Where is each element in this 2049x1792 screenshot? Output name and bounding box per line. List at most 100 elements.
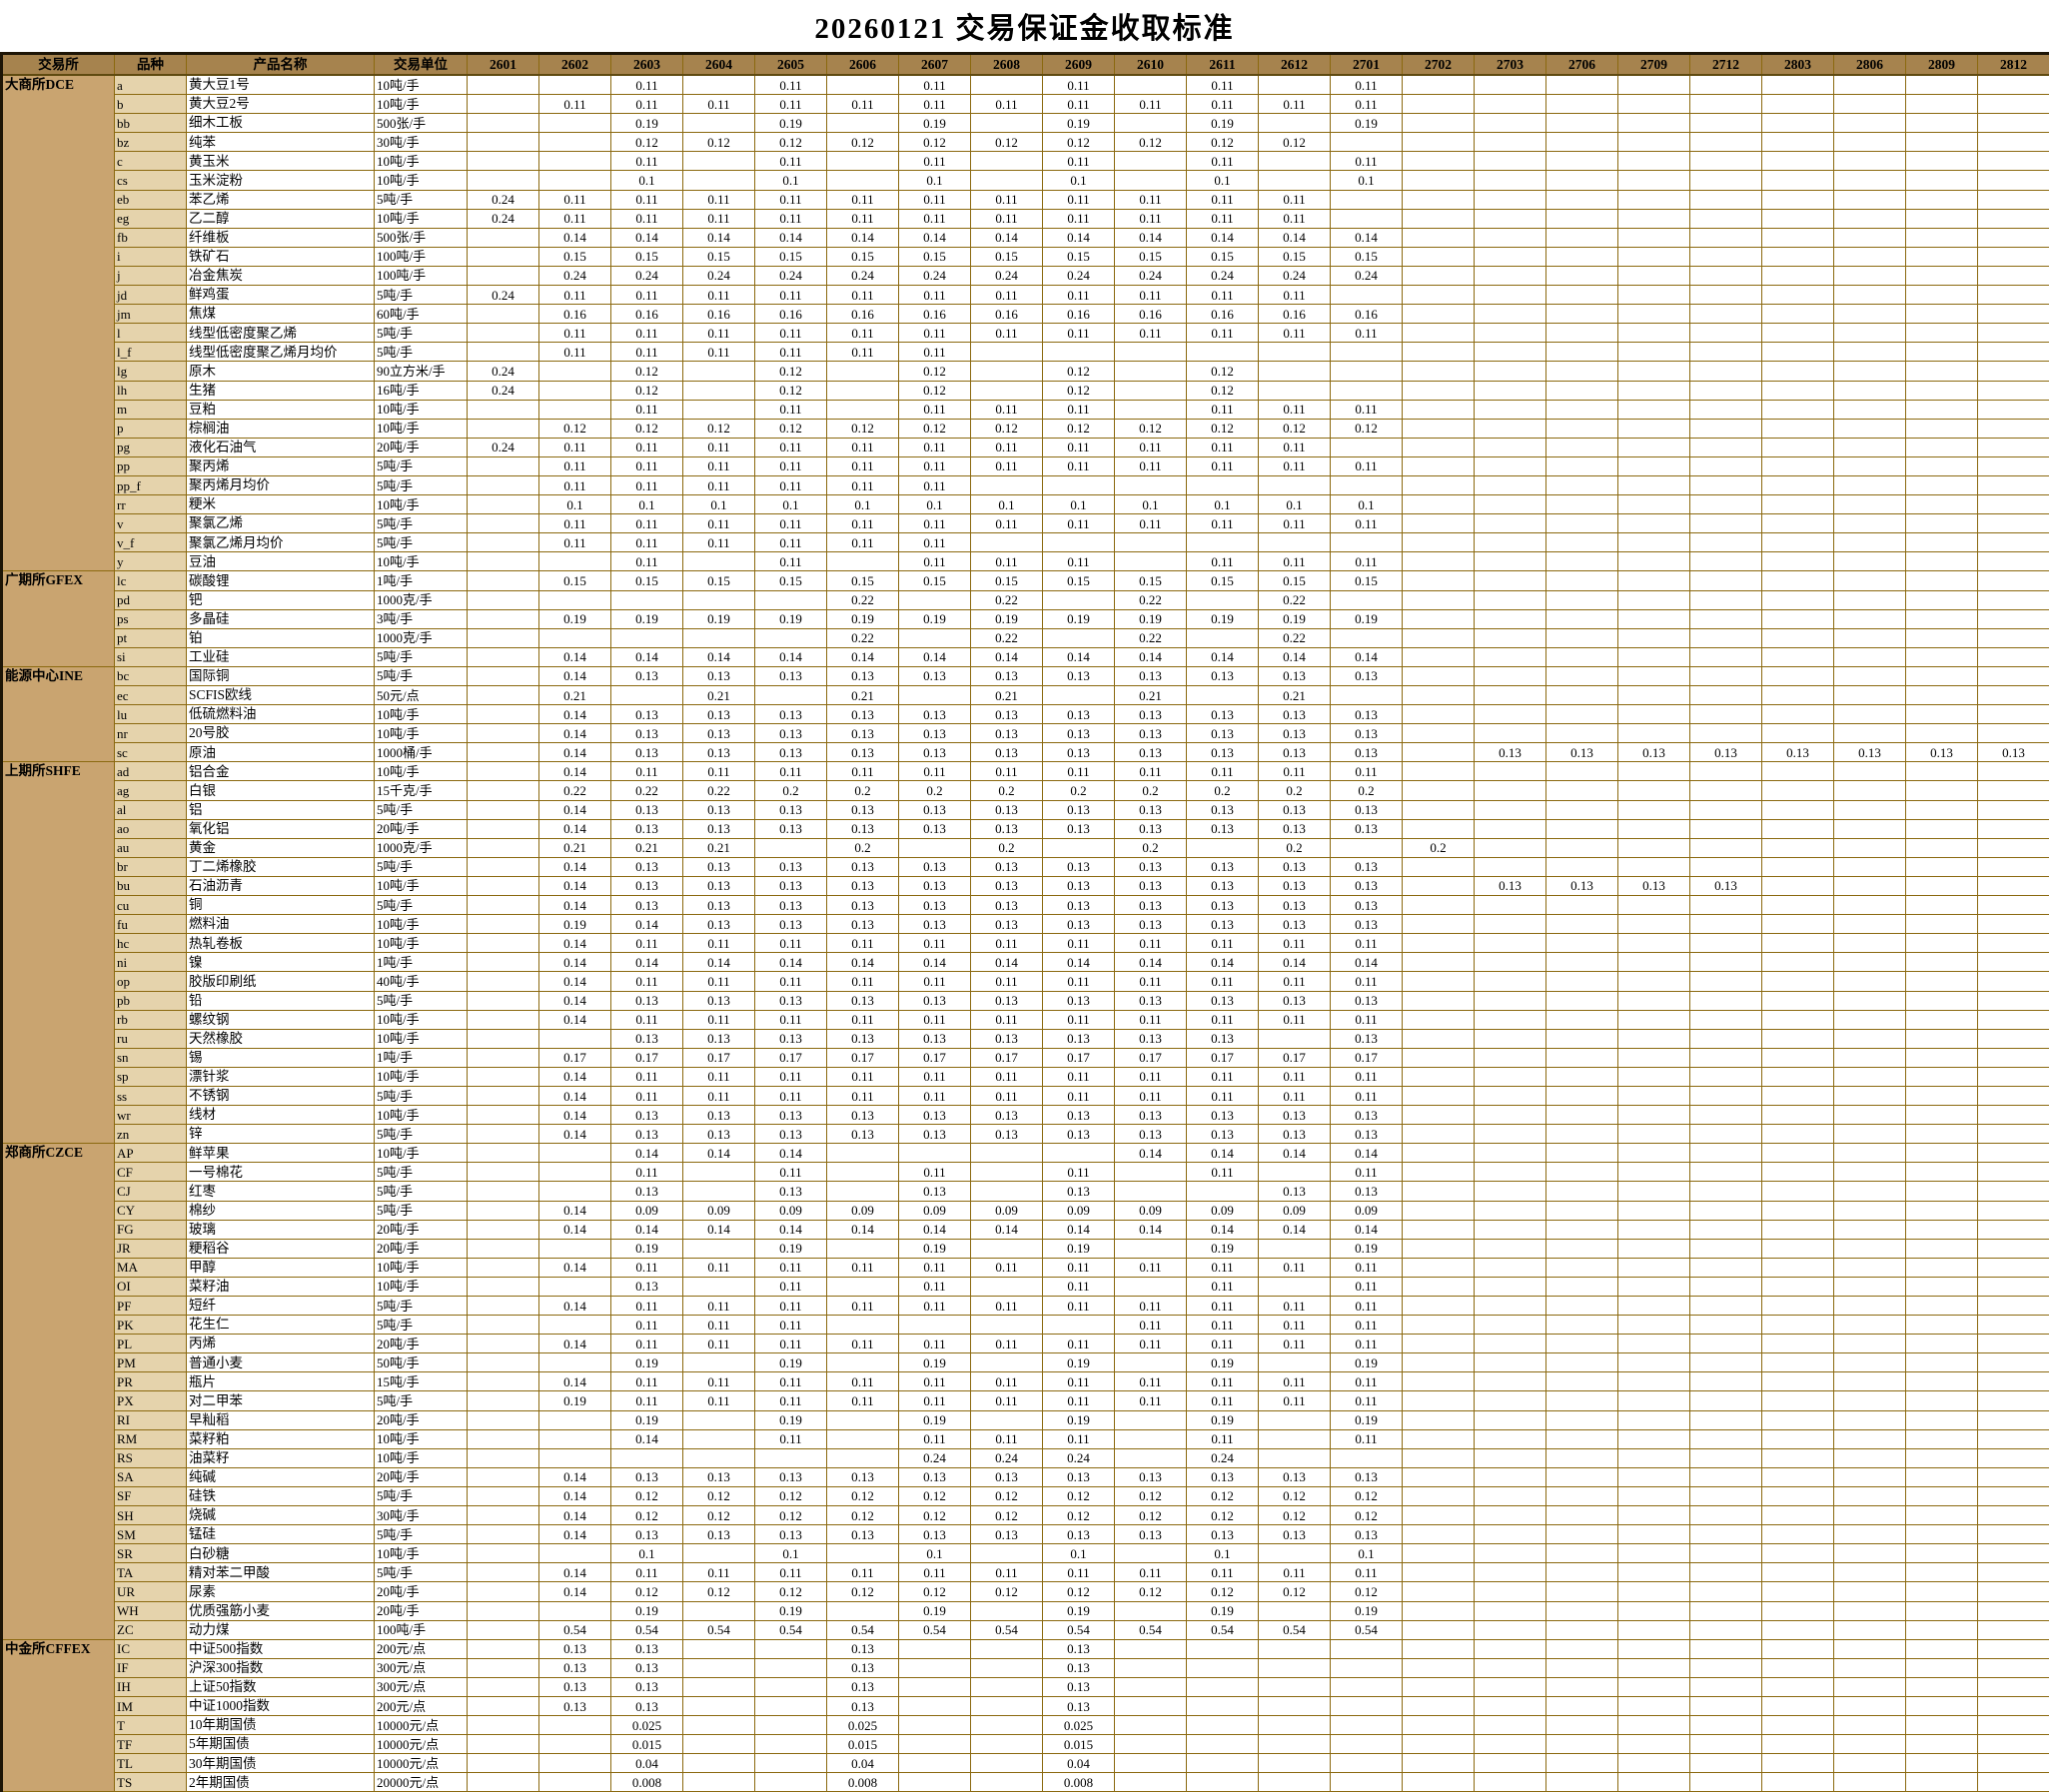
margin-cell-sp-2603[interactable]: 0.11 xyxy=(611,1067,683,1086)
margin-cell-RS-2610[interactable] xyxy=(1115,1448,1187,1467)
margin-cell-j-2601[interactable] xyxy=(468,266,539,285)
margin-cell-PM-2712[interactable] xyxy=(1690,1353,1762,1372)
margin-cell-SF-2709[interactable] xyxy=(1618,1486,1690,1505)
margin-cell-JR-2706[interactable] xyxy=(1546,1239,1618,1258)
margin-cell-RM-2601[interactable] xyxy=(468,1429,539,1448)
margin-cell-pg-2812[interactable] xyxy=(1978,438,2049,456)
margin-cell-rr-2603[interactable]: 0.1 xyxy=(611,495,683,514)
margin-cell-hc-2605[interactable]: 0.11 xyxy=(755,934,827,953)
margin-cell-c-2605[interactable]: 0.11 xyxy=(755,152,827,171)
margin-cell-SA-2611[interactable]: 0.13 xyxy=(1187,1467,1259,1486)
margin-cell-PK-2602[interactable] xyxy=(539,1316,611,1335)
margin-cell-UR-2812[interactable] xyxy=(1978,1582,2049,1601)
margin-cell-pp_f-2602[interactable]: 0.11 xyxy=(539,475,611,494)
variety-code-fu[interactable]: fu xyxy=(115,915,187,934)
variety-code-bc[interactable]: bc xyxy=(115,666,187,685)
margin-cell-bu-2706[interactable]: 0.13 xyxy=(1546,876,1618,895)
margin-cell-op-2604[interactable]: 0.11 xyxy=(683,972,755,991)
margin-cell-cs-2709[interactable] xyxy=(1618,171,1690,190)
margin-cell-bb-2603[interactable]: 0.19 xyxy=(611,114,683,133)
column-header-2608[interactable]: 2608 xyxy=(971,54,1043,76)
trade-unit-pg[interactable]: 20吨/手 xyxy=(375,438,468,456)
margin-cell-pb-2703[interactable] xyxy=(1475,991,1546,1010)
margin-cell-rb-2803[interactable] xyxy=(1762,1010,1834,1029)
margin-cell-eg-2611[interactable]: 0.11 xyxy=(1187,209,1259,228)
margin-cell-UR-2601[interactable] xyxy=(468,1582,539,1601)
margin-cell-fb-2812[interactable] xyxy=(1978,228,2049,247)
margin-cell-RI-2702[interactable] xyxy=(1403,1410,1475,1429)
margin-cell-lg-2612[interactable] xyxy=(1259,362,1331,381)
margin-cell-CJ-2809[interactable] xyxy=(1906,1182,1978,1201)
margin-cell-bz-2806[interactable] xyxy=(1834,133,1906,152)
margin-cell-eb-2605[interactable]: 0.11 xyxy=(755,190,827,209)
margin-cell-fu-2604[interactable]: 0.13 xyxy=(683,915,755,934)
margin-cell-ad-2609[interactable]: 0.11 xyxy=(1043,762,1115,781)
margin-cell-pp-2702[interactable] xyxy=(1403,456,1475,475)
margin-cell-ao-2612[interactable]: 0.13 xyxy=(1259,819,1331,838)
margin-cell-lg-2601[interactable]: 0.24 xyxy=(468,362,539,381)
margin-cell-PR-2601[interactable] xyxy=(468,1372,539,1391)
trade-unit-hc[interactable]: 10吨/手 xyxy=(375,934,468,953)
margin-cell-ni-2701[interactable]: 0.14 xyxy=(1331,953,1403,972)
variety-code-PX[interactable]: PX xyxy=(115,1391,187,1410)
margin-cell-MA-2701[interactable]: 0.11 xyxy=(1331,1258,1403,1277)
margin-cell-ni-2610[interactable]: 0.14 xyxy=(1115,953,1187,972)
margin-cell-sp-2703[interactable] xyxy=(1475,1067,1546,1086)
margin-cell-OI-2712[interactable] xyxy=(1690,1277,1762,1296)
margin-cell-pb-2607[interactable]: 0.13 xyxy=(899,991,971,1010)
margin-cell-jd-2612[interactable]: 0.11 xyxy=(1259,286,1331,305)
margin-cell-TA-2610[interactable]: 0.11 xyxy=(1115,1563,1187,1582)
margin-cell-CY-2607[interactable]: 0.09 xyxy=(899,1201,971,1220)
margin-cell-PL-2604[interactable]: 0.11 xyxy=(683,1335,755,1353)
margin-cell-IF-2812[interactable] xyxy=(1978,1658,2049,1677)
margin-cell-SH-2609[interactable]: 0.12 xyxy=(1043,1506,1115,1525)
margin-cell-IF-2606[interactable]: 0.13 xyxy=(827,1658,899,1677)
margin-cell-l-2702[interactable] xyxy=(1403,324,1475,343)
margin-cell-pt-2803[interactable] xyxy=(1762,628,1834,647)
margin-cell-rr-2706[interactable] xyxy=(1546,495,1618,514)
margin-cell-TA-2602[interactable]: 0.14 xyxy=(539,1563,611,1582)
margin-cell-JR-2611[interactable]: 0.19 xyxy=(1187,1239,1259,1258)
margin-cell-p-2806[interactable] xyxy=(1834,419,1906,438)
margin-cell-hc-2701[interactable]: 0.11 xyxy=(1331,934,1403,953)
margin-cell-ru-2706[interactable] xyxy=(1546,1029,1618,1048)
margin-cell-fb-2604[interactable]: 0.14 xyxy=(683,228,755,247)
margin-cell-i-2701[interactable]: 0.15 xyxy=(1331,247,1403,266)
trade-unit-m[interactable]: 10吨/手 xyxy=(375,400,468,419)
trade-unit-CF[interactable]: 5吨/手 xyxy=(375,1163,468,1182)
variety-code-CY[interactable]: CY xyxy=(115,1201,187,1220)
margin-cell-ru-2604[interactable]: 0.13 xyxy=(683,1029,755,1048)
margin-cell-RM-2606[interactable] xyxy=(827,1429,899,1448)
margin-cell-pb-2806[interactable] xyxy=(1834,991,1906,1010)
margin-cell-l-2604[interactable]: 0.11 xyxy=(683,324,755,343)
margin-cell-UR-2706[interactable] xyxy=(1546,1582,1618,1601)
product-name-jd[interactable]: 鲜鸡蛋 xyxy=(187,286,375,305)
margin-cell-hc-2703[interactable] xyxy=(1475,934,1546,953)
margin-cell-ZC-2702[interactable] xyxy=(1403,1620,1475,1639)
margin-cell-UR-2712[interactable] xyxy=(1690,1582,1762,1601)
margin-cell-CJ-2806[interactable] xyxy=(1834,1182,1906,1201)
margin-cell-lc-2809[interactable] xyxy=(1906,571,1978,590)
margin-cell-c-2701[interactable]: 0.11 xyxy=(1331,152,1403,171)
margin-cell-sp-2608[interactable]: 0.11 xyxy=(971,1067,1043,1086)
margin-cell-IM-2609[interactable]: 0.13 xyxy=(1043,1696,1115,1715)
margin-cell-RI-2806[interactable] xyxy=(1834,1410,1906,1429)
margin-cell-b-2803[interactable] xyxy=(1762,95,1834,114)
margin-cell-CY-2609[interactable]: 0.09 xyxy=(1043,1201,1115,1220)
margin-cell-al-2703[interactable] xyxy=(1475,800,1546,819)
margin-cell-bb-2608[interactable] xyxy=(971,114,1043,133)
margin-cell-sp-2609[interactable]: 0.11 xyxy=(1043,1067,1115,1086)
margin-cell-cs-2610[interactable] xyxy=(1115,171,1187,190)
margin-cell-WH-2607[interactable]: 0.19 xyxy=(899,1601,971,1620)
margin-cell-pg-2604[interactable]: 0.11 xyxy=(683,438,755,456)
margin-cell-sc-2601[interactable] xyxy=(468,743,539,762)
margin-cell-cu-2605[interactable]: 0.13 xyxy=(755,896,827,915)
margin-cell-a-2609[interactable]: 0.11 xyxy=(1043,75,1115,95)
margin-cell-PX-2610[interactable]: 0.11 xyxy=(1115,1391,1187,1410)
margin-cell-ao-2702[interactable] xyxy=(1403,819,1475,838)
margin-cell-ss-2601[interactable] xyxy=(468,1086,539,1105)
margin-cell-pd-2602[interactable] xyxy=(539,590,611,609)
margin-cell-PR-2806[interactable] xyxy=(1834,1372,1906,1391)
margin-cell-ru-2712[interactable] xyxy=(1690,1029,1762,1048)
margin-cell-pd-2809[interactable] xyxy=(1906,590,1978,609)
